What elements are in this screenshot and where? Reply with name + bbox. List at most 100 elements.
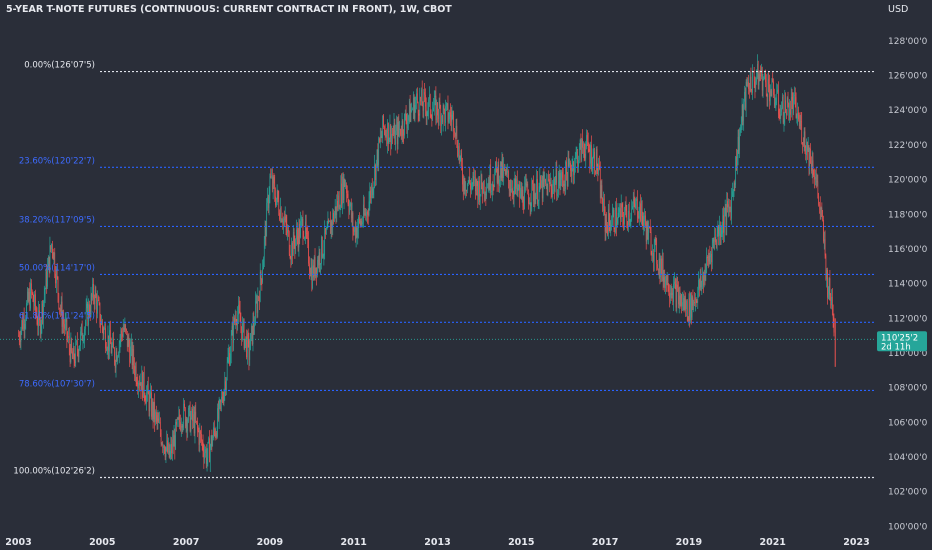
candle-body <box>417 93 418 103</box>
candle-body <box>59 307 60 309</box>
candle-body <box>248 338 250 360</box>
candle-body <box>804 131 806 148</box>
fib-retracement[interactable]: 0.00%(126'07'5) 23.60%(120'22'7) 38.20%(11… <box>13 61 874 479</box>
candle-body <box>623 218 624 225</box>
candle-body <box>21 320 23 330</box>
candle-body <box>44 288 46 295</box>
candle-body <box>250 333 251 351</box>
candle-body <box>429 94 430 99</box>
candle-body <box>746 81 748 87</box>
candle-body <box>483 181 484 194</box>
candle-body <box>457 145 458 157</box>
candle-body <box>620 208 621 219</box>
candle-body <box>571 168 573 177</box>
candle-body <box>615 207 616 233</box>
candle-body <box>279 212 280 220</box>
candle-body <box>511 188 512 193</box>
candle-body <box>254 324 255 328</box>
price-tag-price: 110'25'2 <box>881 333 918 343</box>
candle-body <box>654 239 656 243</box>
candle-body <box>733 183 735 191</box>
candle-body <box>580 139 582 161</box>
candle-body <box>414 104 416 119</box>
candle-body <box>671 292 673 296</box>
candle-body <box>371 184 373 195</box>
candle-body <box>516 178 517 189</box>
candle-body <box>485 193 487 196</box>
candle-body <box>140 382 142 392</box>
candle-body <box>748 82 749 89</box>
candle-body <box>803 131 805 145</box>
candle-body <box>230 335 232 354</box>
candle-body <box>403 134 404 136</box>
candle-body <box>460 153 462 157</box>
candle-body <box>331 221 333 228</box>
candle-body <box>821 207 823 215</box>
candle-body <box>251 325 252 334</box>
candle-body <box>756 77 757 82</box>
candle-body <box>453 112 454 132</box>
candle-body <box>525 182 527 186</box>
candle-body <box>356 227 358 238</box>
candle-body <box>798 112 799 120</box>
candle-body <box>193 414 194 421</box>
candle-body <box>305 221 307 234</box>
candle-body <box>299 223 301 238</box>
candle-body <box>574 166 575 175</box>
candle-body <box>68 336 69 339</box>
candle-body <box>149 396 151 412</box>
candle-body <box>172 439 174 447</box>
candle-body <box>369 190 371 202</box>
candle-body <box>315 267 317 277</box>
candle-body <box>340 183 342 210</box>
candle-body <box>99 302 101 325</box>
candle-body <box>491 191 492 192</box>
time-axis[interactable]: 2003 2005 2007 2009 2011 2013 2015 2017 2019 2021… <box>5 537 869 548</box>
candle-body <box>87 303 89 325</box>
candle-body <box>154 401 155 422</box>
candle-body <box>582 138 583 148</box>
candle-body <box>23 317 24 330</box>
candle-body <box>350 203 351 207</box>
candle-body <box>751 90 753 93</box>
candle-body <box>224 381 226 391</box>
candle-body <box>503 166 504 178</box>
candle-body <box>807 141 808 152</box>
candle-body <box>618 211 620 213</box>
candle-body <box>25 319 27 324</box>
candles <box>18 54 836 473</box>
candle-body <box>815 177 817 182</box>
candle-body <box>532 180 533 184</box>
candle-body <box>518 184 520 189</box>
candle-body <box>330 220 331 234</box>
candle-body <box>661 258 662 275</box>
candle-body <box>537 179 538 204</box>
y-tick-label: 110'00'0 <box>888 349 928 359</box>
candle-body <box>86 303 88 309</box>
candle-body <box>755 81 757 89</box>
candle-body <box>720 233 722 238</box>
candle-body <box>595 149 597 174</box>
candle-body <box>114 362 116 368</box>
candle-body <box>693 302 695 306</box>
candle-body <box>183 403 184 425</box>
price-axis[interactable]: 128'00'0 126'00'0 124'00'0 122'00'0 120'00'0… <box>888 37 928 533</box>
candle-body <box>139 382 141 385</box>
candle-body <box>510 188 512 193</box>
candle-body <box>388 122 389 144</box>
candle-body <box>122 328 124 337</box>
candle-body <box>63 319 64 325</box>
candle-body <box>253 320 255 328</box>
candle-body <box>540 176 541 188</box>
candle-body <box>524 186 525 210</box>
candle-body <box>830 295 832 306</box>
candle-body <box>781 108 782 112</box>
candle-body <box>487 182 489 188</box>
candle-body <box>98 300 100 303</box>
candle-body <box>359 219 361 226</box>
candle-body <box>141 372 143 392</box>
candle-body <box>45 271 47 289</box>
candle-body <box>281 221 283 223</box>
candle-body <box>199 431 201 445</box>
